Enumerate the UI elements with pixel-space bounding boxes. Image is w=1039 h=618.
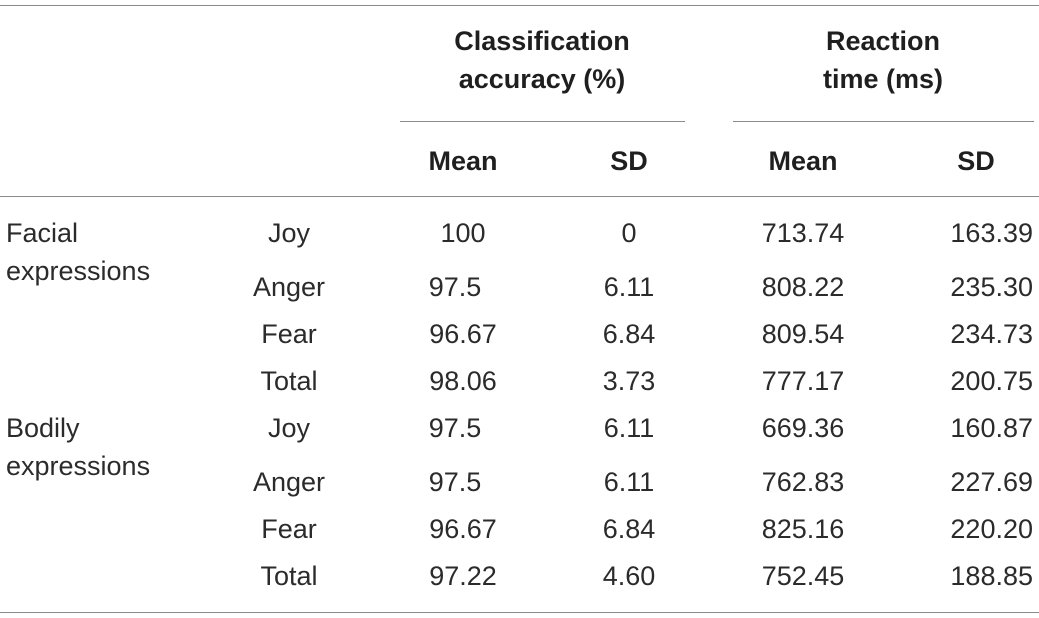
- emotion-cell: Total: [260, 561, 318, 591]
- acc-sd-cell: 0: [621, 218, 637, 248]
- accuracy-header-line1: Classification: [454, 26, 630, 56]
- acc-sd-cell: 6.11: [603, 467, 655, 497]
- acc-mean-cell: 96.67: [429, 514, 497, 544]
- emotion-cell: Anger: [252, 467, 326, 497]
- rt-sd-cell: 163.39: [950, 218, 1033, 248]
- acc-sd-cell: 6.84: [602, 319, 656, 349]
- reaction-sd-header: SD: [957, 146, 995, 176]
- group-label-line1: Bodily: [6, 413, 80, 443]
- header-bottom-rule: [0, 196, 1039, 197]
- accuracy-group-header: Classification accuracy (%): [454, 22, 630, 98]
- accuracy-group-rule: [400, 121, 685, 122]
- bottom-rule: [0, 612, 1039, 613]
- reaction-group-header: Reaction time (ms): [823, 22, 943, 98]
- acc-mean-cell: 96.67: [429, 319, 497, 349]
- reaction-group-rule: [733, 121, 1034, 122]
- rt-sd-cell: 200.75: [950, 366, 1033, 396]
- group-label-line2: expressions: [6, 256, 151, 286]
- emotion-cell: Fear: [261, 319, 317, 349]
- acc-sd-cell: 4.60: [602, 561, 656, 591]
- rt-mean-cell: 762.83: [761, 467, 845, 497]
- rt-sd-cell: 234.73: [950, 319, 1033, 349]
- emotion-cell: Joy: [267, 413, 311, 443]
- emotion-cell: Anger: [252, 272, 326, 302]
- acc-mean-cell: 97.5: [428, 467, 482, 497]
- group-label-line1: Facial: [6, 218, 79, 248]
- rt-sd-cell: 188.85: [950, 561, 1033, 591]
- group-label-facial: Facial expressions: [6, 214, 150, 290]
- emotion-cell: Total: [260, 366, 318, 396]
- rt-mean-cell: 825.16: [761, 514, 845, 544]
- acc-mean-cell: 97.5: [428, 272, 482, 302]
- emotion-cell: Joy: [267, 218, 311, 248]
- reaction-mean-header: Mean: [768, 146, 838, 176]
- emotion-cell: Fear: [261, 514, 317, 544]
- acc-sd-cell: 3.73: [602, 366, 656, 396]
- rt-mean-cell: 713.74: [761, 218, 845, 248]
- rt-sd-cell: 235.30: [950, 272, 1033, 302]
- acc-sd-cell: 6.11: [603, 413, 655, 443]
- group-label-bodily: Bodily expressions: [6, 409, 150, 485]
- rt-sd-cell: 160.87: [950, 413, 1033, 443]
- rt-mean-cell: 752.45: [761, 561, 845, 591]
- acc-mean-cell: 97.22: [429, 561, 497, 591]
- acc-sd-cell: 6.11: [603, 272, 655, 302]
- acc-mean-cell: 98.06: [429, 366, 497, 396]
- acc-sd-cell: 6.84: [602, 514, 656, 544]
- rt-sd-cell: 227.69: [950, 467, 1033, 497]
- reaction-header-line2: time (ms): [822, 64, 944, 94]
- rt-mean-cell: 808.22: [761, 272, 845, 302]
- group-label-line2: expressions: [6, 451, 151, 481]
- accuracy-header-line2: accuracy (%): [458, 64, 626, 94]
- rt-mean-cell: 777.17: [761, 366, 845, 396]
- accuracy-mean-header: Mean: [428, 146, 498, 176]
- acc-mean-cell: 97.5: [428, 413, 482, 443]
- accuracy-sd-header: SD: [610, 146, 648, 176]
- top-rule: [0, 5, 1039, 6]
- rt-sd-cell: 220.20: [950, 514, 1033, 544]
- rt-mean-cell: 669.36: [761, 413, 845, 443]
- reaction-header-line1: Reaction: [825, 26, 941, 56]
- rt-mean-cell: 809.54: [761, 319, 845, 349]
- acc-mean-cell: 100: [440, 218, 486, 248]
